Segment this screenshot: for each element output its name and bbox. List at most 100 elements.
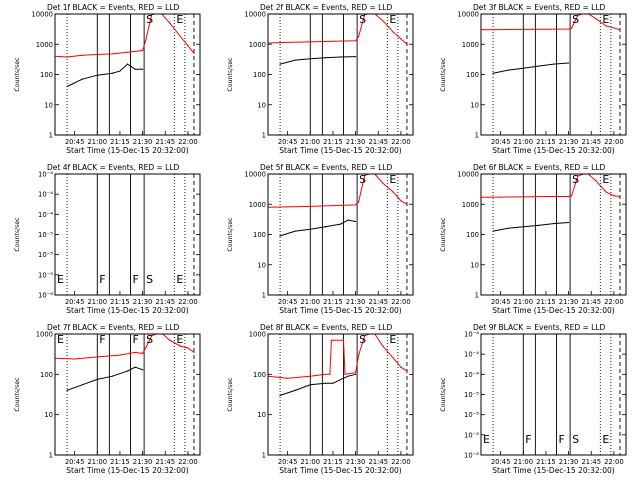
x-tick-label: 21:45: [581, 458, 601, 466]
data-point: [187, 45, 189, 47]
x-tick-label: 21:30: [133, 138, 153, 146]
data-point: [66, 389, 68, 391]
x-tick-label: 21:00: [87, 458, 107, 466]
y-axis-label: Counts/sec: [440, 57, 447, 92]
data-point: [619, 195, 621, 198]
data-point: [577, 175, 579, 177]
data-point: [522, 67, 524, 69]
y-tick-label: 10: [470, 261, 479, 269]
data-point: [142, 352, 144, 355]
event-marker-label: F: [133, 333, 139, 346]
data-point: [294, 389, 296, 391]
y-tick-label: 100: [253, 371, 266, 379]
y-tick-label: 100: [40, 371, 53, 379]
data-point: [111, 72, 113, 74]
data-point: [279, 235, 281, 237]
data-point: [81, 54, 83, 56]
y-tick-label: 1000: [249, 201, 266, 209]
y-tick-label: 1: [49, 132, 53, 140]
event-marker-label: E: [176, 333, 183, 346]
y-tick-label: 1000: [462, 201, 479, 209]
data-point: [382, 345, 384, 347]
data-point: [126, 63, 129, 65]
x-tick-label: 21:30: [559, 458, 579, 466]
y-tick-label: 1: [262, 292, 266, 300]
data-point: [309, 228, 311, 230]
y-axis-label: Counts/sec: [227, 377, 234, 412]
plot-frame: [480, 13, 627, 136]
x-axis-label: Start Time (15-Dec-15 20:32:00): [492, 146, 614, 155]
data-point: [507, 227, 509, 229]
x-axis-label: Start Time (15-Dec-15 20:32:00): [279, 306, 401, 315]
x-tick-label: 20:45: [278, 298, 298, 306]
y-tick-label: 10⁻⁶: [464, 452, 479, 460]
x-tick-label: 20:45: [278, 138, 298, 146]
series-black-line: [493, 222, 569, 232]
y-tick-label: 1000: [462, 41, 479, 49]
series-red-group: [268, 334, 408, 379]
data-point: [347, 219, 349, 221]
data-point: [324, 373, 326, 375]
data-point: [522, 28, 524, 30]
series-red-line: [268, 334, 408, 379]
data-point: [568, 28, 570, 30]
data-point: [568, 195, 570, 198]
x-tick-label: 21:30: [559, 298, 579, 306]
data-point: [577, 14, 579, 16]
chart-title: Det 7f BLACK = Events, RED = LLD: [47, 323, 180, 332]
y-tick-label: 10⁻⁵: [464, 431, 479, 439]
data-point: [193, 351, 195, 353]
event-marker-label: F: [99, 273, 105, 286]
x-axis-label: Start Time (15-Dec-15 20:32:00): [279, 466, 401, 475]
series-red-group: [55, 14, 195, 58]
y-tick-label: 1: [262, 132, 266, 140]
y-tick-label: 10⁻⁵: [464, 391, 479, 399]
x-tick-label: 21:15: [323, 138, 343, 146]
series-black-group: [279, 373, 357, 397]
data-point: [522, 196, 524, 198]
plot-frame: [267, 13, 414, 136]
y-tick-label: 1000: [249, 41, 266, 49]
y-tick-label: 1000: [249, 331, 266, 339]
series-red-line: [55, 334, 195, 360]
data-point: [586, 12, 587, 13]
x-tick-label: 21:00: [300, 298, 320, 306]
series-black-line: [279, 56, 356, 65]
data-point: [287, 41, 289, 44]
x-tick-label: 20:45: [65, 458, 85, 466]
series-black-line: [492, 62, 569, 74]
data-point: [342, 377, 345, 379]
x-tick-label: 21:00: [300, 458, 320, 466]
data-point: [309, 41, 311, 43]
data-point: [339, 223, 342, 225]
data-point: [552, 222, 555, 225]
data-point: [595, 18, 597, 20]
x-tick-label: 20:45: [65, 298, 85, 306]
x-tick-label: 21:30: [133, 298, 153, 306]
data-point: [169, 22, 171, 24]
data-point: [119, 70, 121, 72]
data-point: [126, 51, 129, 53]
data-point: [324, 382, 326, 384]
y-tick-label: 10: [257, 411, 266, 419]
x-tick-label: 22:00: [391, 458, 411, 466]
chart-title: Det 9f BLACK = Events, RED = LLD: [473, 323, 606, 332]
x-tick-label: 22:00: [604, 298, 624, 306]
series-black-group: [279, 219, 357, 237]
event-marker-label: S: [359, 173, 366, 186]
event-marker-label: E: [483, 433, 490, 446]
data-point: [613, 27, 615, 29]
x-tick-label: 20:45: [278, 458, 298, 466]
series-black-group: [492, 221, 570, 232]
event-marker-label: F: [525, 433, 531, 446]
event-marker-label: S: [146, 13, 153, 26]
plot-frame: [267, 173, 414, 296]
data-point: [294, 230, 296, 232]
y-tick-label: 100: [253, 71, 266, 79]
y-tick-label: 10000: [244, 11, 266, 19]
data-point: [382, 20, 384, 22]
x-tick-label: 22:00: [604, 138, 624, 146]
data-point: [568, 221, 570, 224]
